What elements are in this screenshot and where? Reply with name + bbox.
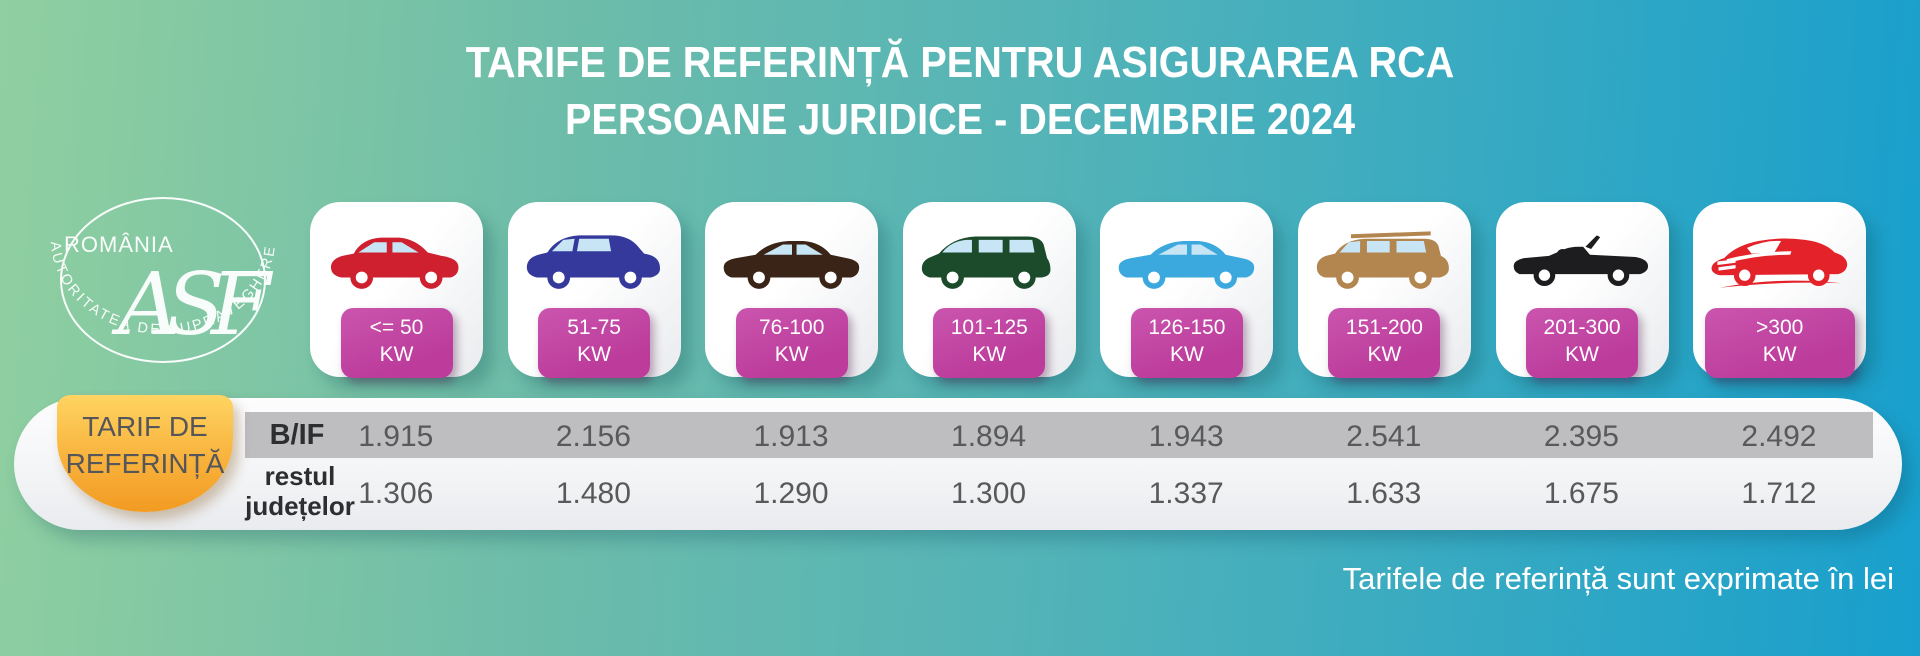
power-range-badge: 101-125 KW: [933, 308, 1046, 378]
category-card-76-100kw: 76-100 KW: [705, 202, 879, 378]
ribbon-label-line1: TARIF DE: [82, 411, 208, 443]
category-card-126-150kw: 126-150 KW: [1100, 202, 1274, 378]
suv-wagon-car-icon: [1317, 231, 1450, 289]
category-card-gt-300kw: >300 KW: [1693, 202, 1867, 378]
tariff-value: 1.306: [358, 477, 434, 510]
tariff-value: 1.915: [358, 420, 434, 453]
page-title-line1: TARIFE DE REFERINȚĂ PENTRU ASIGURAREA RC…: [465, 38, 1455, 87]
power-range-badge: >300 KW: [1704, 308, 1855, 378]
category-card-le-50kw: <= 50 KW: [310, 202, 483, 378]
asf-logo-country: ROMÂNIA: [64, 232, 174, 257]
row-label-line1: restul: [264, 461, 336, 491]
power-range-value: 126-150: [1148, 316, 1226, 339]
tariff-value: 1.675: [1543, 477, 1619, 510]
sedan-car-icon: [723, 241, 859, 289]
power-range-unit: KW: [1565, 342, 1599, 366]
category-card-101-125kw: 101-125 KW: [902, 202, 1076, 378]
category-card-51-75kw: 51-75 KW: [507, 202, 681, 378]
tariff-ribbon: TARIF DE REFERINȚĂ: [57, 395, 233, 512]
category-card-151-200kw: 151-200 KW: [1297, 202, 1471, 378]
power-range-value: 76-100: [758, 316, 825, 339]
power-range-unit: KW: [379, 342, 414, 366]
power-range-unit: KW: [1762, 342, 1797, 366]
tariff-value: 2.156: [555, 420, 631, 453]
suv-car-icon: [526, 235, 661, 289]
row-label-rest-of-counties: restul județelor: [220, 461, 380, 522]
power-range-badge: 151-200 KW: [1328, 308, 1441, 378]
tariff-value: 1.894: [951, 420, 1027, 453]
power-range-badge: <= 50 KW: [340, 308, 453, 378]
page-title: TARIFE DE REFERINȚĂ PENTRU ASIGURAREA RC…: [96, 34, 1824, 148]
sedan-car-icon: [1118, 241, 1255, 289]
tariff-value: 1.913: [753, 420, 829, 453]
rest-of-counties-values-row: 1.306 1.480 1.290 1.300 1.337 1.633 1.67…: [297, 477, 1878, 511]
tariff-value: 1.290: [753, 477, 829, 510]
asf-logo: ROMÂNIA ASF AUTORITATEA DE SUPRAVEGHERE …: [38, 182, 288, 363]
tariff-value: 1.480: [555, 477, 631, 510]
tariff-value: 2.492: [1741, 420, 1817, 453]
tariff-value: 1.337: [1148, 477, 1224, 510]
minivan-car-icon: [922, 236, 1051, 289]
tariff-value: 1.943: [1148, 420, 1224, 453]
power-range-unit: KW: [577, 342, 611, 366]
tariff-value: 1.300: [951, 477, 1027, 510]
power-range-unit: KW: [972, 342, 1007, 366]
tariff-value: 1.712: [1741, 477, 1817, 510]
power-range-unit: KW: [1169, 342, 1204, 366]
power-range-value: 201-300: [1543, 316, 1621, 339]
power-range-badge: 51-75 KW: [538, 308, 651, 378]
footnote-currency-note: Tarifele de referință sunt exprimate în …: [1342, 561, 1894, 596]
bif-row-band: [245, 412, 1873, 458]
tariff-value: 1.633: [1346, 477, 1422, 510]
power-range-badge: 126-150 KW: [1130, 308, 1243, 378]
ribbon-label-line2: REFERINȚĂ: [65, 447, 225, 479]
power-range-value: 51-75: [567, 316, 621, 339]
bif-values-row: 1.915 2.156 1.913 1.894 1.943 2.541 2.39…: [297, 420, 1878, 454]
hatchback-car-icon: [330, 237, 458, 289]
asf-logo-ring: [60, 197, 266, 363]
power-range-badge: 201-300 KW: [1526, 308, 1639, 378]
power-range-unit: KW: [774, 342, 809, 366]
tariff-value: 2.541: [1346, 420, 1422, 453]
page-title-line2: PERSOANE JURIDICE - DECEMBRIE 2024: [564, 95, 1355, 144]
category-card-201-300kw: 201-300 KW: [1495, 202, 1669, 378]
power-range-value: <= 50: [369, 316, 424, 339]
convertible-car-icon: [1513, 235, 1649, 287]
power-range-value: 151-200: [1345, 316, 1423, 339]
row-label-line2: județelor: [245, 490, 355, 521]
tariff-value: 2.395: [1543, 420, 1619, 453]
power-range-value: 101-125: [950, 316, 1028, 339]
row-label-bif: B/IF: [269, 419, 325, 451]
vehicle-category-cards: <= 50 KW 51-75 KW: [310, 202, 1867, 378]
power-range-badge: 76-100 KW: [735, 308, 848, 378]
power-range-value: >300: [1756, 316, 1804, 339]
power-range-unit: KW: [1367, 342, 1402, 366]
sports-car-icon: [1711, 238, 1847, 288]
